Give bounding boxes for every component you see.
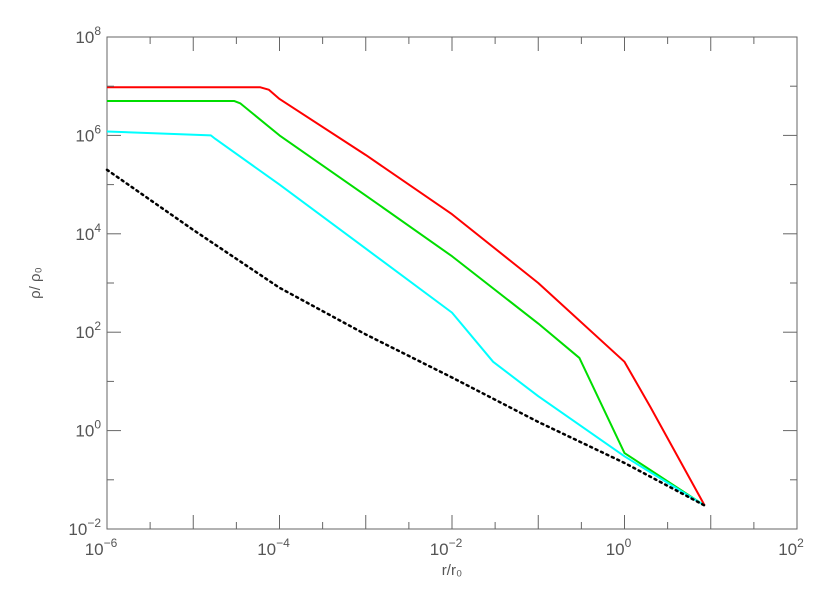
- y-tick-label: 108: [75, 24, 101, 47]
- series-line-2: [107, 100, 706, 507]
- y-axis-title: ρ/ ρ₀: [27, 267, 44, 299]
- y-tick-label: 102: [75, 319, 101, 342]
- y-tick-label: 104: [75, 221, 101, 244]
- series-line-3: [106, 130, 706, 507]
- ticks-layer: [106, 36, 798, 530]
- x-tick-label: 10−6: [85, 536, 118, 559]
- x-tick-label: 102: [778, 536, 804, 559]
- series-line-4: [105, 168, 706, 507]
- x-tick-label: 100: [606, 536, 632, 559]
- x-tick-label: 10−4: [257, 536, 290, 559]
- labels-layer: 10−6 10−4 10−2 100 102 10−2 100 102 104 106 108: [68, 24, 804, 559]
- y-tick-label: 100: [75, 418, 101, 441]
- y-tick-label: 106: [75, 122, 101, 145]
- plot-frame: [106, 36, 798, 530]
- y-tick-label: 10−2: [68, 516, 101, 539]
- series-line-1: [107, 86, 706, 507]
- x-axis-title: r/r₀: [442, 562, 462, 579]
- x-tick-label: 10−2: [430, 536, 463, 559]
- series-layer: [105, 86, 706, 507]
